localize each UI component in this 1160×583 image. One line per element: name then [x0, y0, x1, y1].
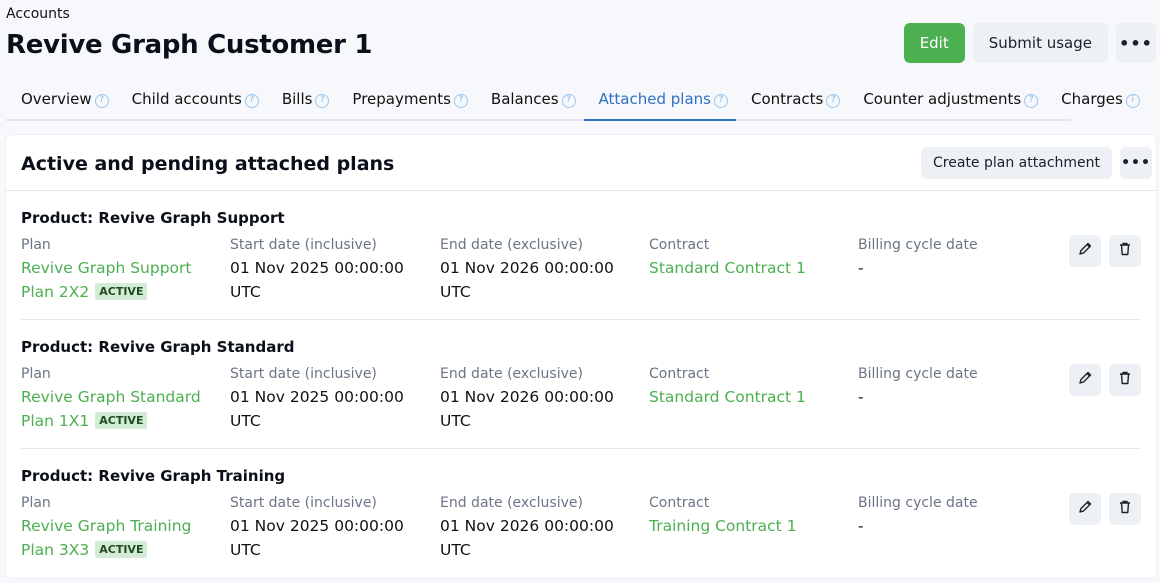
tab-child-accounts[interactable]: Child accounts?	[117, 84, 267, 121]
delete-plan-button[interactable]	[1109, 364, 1141, 396]
tab-overview[interactable]: Overview?	[6, 84, 117, 121]
end-date: 01 Nov 2026 00:00:00 UTC	[440, 259, 614, 301]
status-badge: ACTIVE	[95, 283, 148, 300]
tab-label: Child accounts	[131, 90, 242, 108]
trash-icon	[1117, 370, 1133, 390]
contract-link[interactable]: Standard Contract 1	[649, 388, 806, 406]
tab-label: Prepayments	[352, 90, 451, 108]
product-name: Product: Revive Graph Standard	[21, 338, 295, 356]
header-actions: Edit Submit usage •••	[903, 23, 1156, 63]
end-date: 01 Nov 2026 00:00:00 UTC	[440, 388, 614, 430]
tab-bills[interactable]: Bills?	[267, 84, 338, 121]
end-date-label: End date (exclusive)	[440, 495, 583, 511]
plan-link[interactable]: Revive Graph Standard Plan 1X1	[21, 388, 201, 430]
page-title: Revive Graph Customer 1	[6, 30, 373, 60]
section-title: Active and pending attached plans	[21, 153, 395, 175]
tab-balances[interactable]: Balances?	[476, 84, 584, 121]
end-date: 01 Nov 2026 00:00:00 UTC	[440, 517, 614, 559]
plan-label: Plan	[21, 495, 51, 511]
start-date-label: Start date (inclusive)	[230, 237, 377, 253]
edit-plan-button[interactable]	[1069, 364, 1101, 396]
help-icon[interactable]: ?	[713, 94, 728, 108]
billing-cycle-date: -	[858, 259, 864, 277]
trash-icon	[1117, 499, 1133, 519]
trash-icon	[1117, 241, 1133, 261]
tab-label: Attached plans	[598, 90, 711, 108]
billing-cycle-date: -	[858, 388, 864, 406]
pencil-icon	[1077, 241, 1093, 261]
tab-counter-adjustments[interactable]: Counter adjustments?	[848, 84, 1046, 121]
pencil-icon	[1077, 370, 1093, 390]
breadcrumb[interactable]: Accounts	[6, 6, 70, 22]
tab-attached-plans[interactable]: Attached plans?	[583, 84, 736, 121]
info-icon[interactable]: i	[1125, 94, 1140, 108]
section-more-button[interactable]: •••	[1120, 147, 1152, 179]
edit-button[interactable]: Edit	[903, 23, 965, 63]
plan-link[interactable]: Revive Graph Training Plan 3X3	[21, 517, 192, 559]
plan-label: Plan	[21, 237, 51, 253]
status-badge: ACTIVE	[95, 541, 148, 558]
plan-label: Plan	[21, 366, 51, 382]
contract-label: Contract	[649, 495, 710, 511]
create-plan-attachment-button[interactable]: Create plan attachment	[921, 147, 1112, 179]
delete-plan-button[interactable]	[1109, 493, 1141, 525]
billing-cycle-label: Billing cycle date	[858, 366, 978, 382]
help-icon[interactable]: ?	[1024, 94, 1039, 108]
help-icon[interactable]: ?	[453, 94, 468, 108]
status-badge: ACTIVE	[95, 412, 148, 429]
help-icon[interactable]: ?	[94, 94, 109, 108]
start-date: 01 Nov 2025 00:00:00 UTC	[230, 388, 404, 430]
plan-row: Product: Revive Graph Standard Plan Revi…	[21, 320, 1141, 449]
pencil-icon	[1077, 499, 1093, 519]
tab-contracts[interactable]: Contracts?	[736, 84, 848, 121]
contract-link[interactable]: Training Contract 1	[649, 517, 797, 535]
tab-label: Contracts	[750, 90, 824, 108]
product-name: Product: Revive Graph Training	[21, 467, 286, 485]
billing-cycle-date: -	[858, 517, 864, 535]
attached-plans-card: Active and pending attached plans Create…	[6, 135, 1156, 578]
start-date: 01 Nov 2025 00:00:00 UTC	[230, 259, 404, 301]
end-date-label: End date (exclusive)	[440, 366, 583, 382]
contract-link[interactable]: Standard Contract 1	[649, 259, 806, 277]
end-date-label: End date (exclusive)	[440, 237, 583, 253]
edit-plan-button[interactable]	[1069, 493, 1101, 525]
billing-cycle-label: Billing cycle date	[858, 237, 978, 253]
start-date-label: Start date (inclusive)	[230, 366, 377, 382]
tab-label: Bills	[281, 90, 313, 108]
tab-label: Balances	[490, 90, 559, 108]
plan-row: Product: Revive Graph Training Plan Revi…	[21, 449, 1141, 578]
help-icon[interactable]: ?	[244, 94, 259, 108]
tab-bar: Overview? Child accounts? Bills? Prepayment…	[6, 84, 1140, 121]
submit-usage-button[interactable]: Submit usage	[972, 23, 1108, 63]
edit-plan-button[interactable]	[1069, 235, 1101, 267]
more-actions-button[interactable]: •••	[1116, 23, 1156, 63]
plan-link[interactable]: Revive Graph Support Plan 2X2	[21, 259, 192, 301]
plan-row: Product: Revive Graph Support Plan Reviv…	[21, 191, 1141, 320]
tab-label: Counter adjustments	[863, 90, 1022, 108]
billing-cycle-label: Billing cycle date	[858, 495, 978, 511]
product-name: Product: Revive Graph Support	[21, 209, 285, 227]
start-date: 01 Nov 2025 00:00:00 UTC	[230, 517, 404, 559]
tab-label: Charges	[1061, 90, 1123, 108]
contract-label: Contract	[649, 366, 710, 382]
contract-label: Contract	[649, 237, 710, 253]
help-icon[interactable]: ?	[826, 94, 841, 108]
help-icon[interactable]: ?	[315, 94, 330, 108]
help-icon[interactable]: ?	[561, 94, 576, 108]
tab-prepayments[interactable]: Prepayments?	[337, 84, 475, 121]
start-date-label: Start date (inclusive)	[230, 495, 377, 511]
tab-label: Overview	[21, 90, 92, 108]
delete-plan-button[interactable]	[1109, 235, 1141, 267]
tab-charges[interactable]: Charges i	[1046, 84, 1148, 121]
